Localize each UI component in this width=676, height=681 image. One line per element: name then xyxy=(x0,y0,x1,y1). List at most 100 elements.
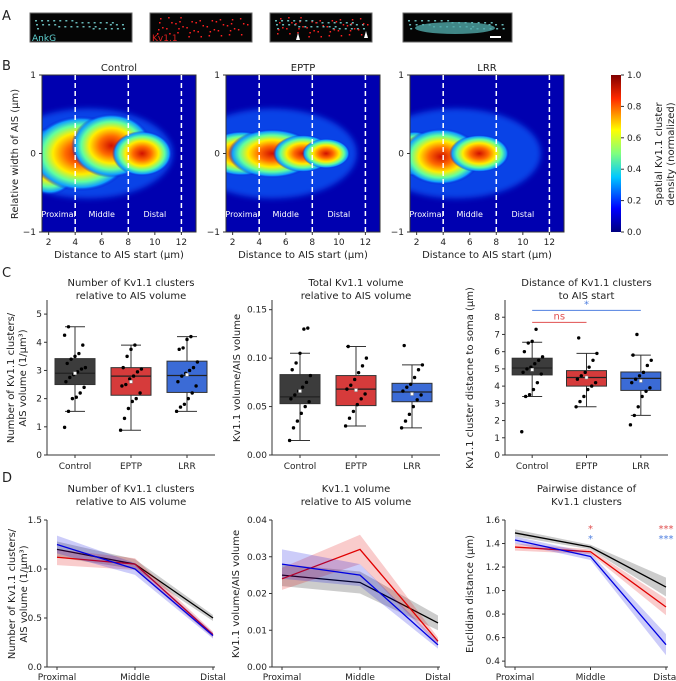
y-tick-label: 3 xyxy=(494,399,500,409)
significance-label: *** xyxy=(659,534,674,545)
panel-label: B xyxy=(2,59,11,74)
kv11-signal xyxy=(366,24,369,26)
kv11-signal xyxy=(157,33,159,35)
y-tick-label: 1 xyxy=(36,423,42,433)
ankg-signal xyxy=(82,26,85,28)
kv11-signal xyxy=(298,28,300,30)
y-tick-label: 1.6 xyxy=(486,516,501,526)
kv11-signal xyxy=(182,26,184,28)
y-tick-label: 0.5 xyxy=(28,614,42,624)
kv11-signal xyxy=(159,22,161,24)
data-point xyxy=(364,356,369,360)
micrograph-signal-2 xyxy=(275,17,369,38)
data-point xyxy=(186,396,190,401)
y-axis-label: Kv1.1 cluster distacne to soma (µm) xyxy=(465,287,476,469)
chart-title: Number of Kv1.1 clusters relative to AIS … xyxy=(68,278,195,302)
density-blob xyxy=(449,134,510,173)
data-point xyxy=(649,358,653,362)
kv11-signal xyxy=(315,22,317,24)
data-point xyxy=(306,326,310,330)
data-point xyxy=(631,353,635,357)
box-control xyxy=(511,327,553,458)
x-tick-label: LRR xyxy=(632,462,650,472)
kv11-signal xyxy=(278,29,280,31)
kv11-signal xyxy=(353,28,356,30)
kv11-signal xyxy=(220,35,223,37)
kv11-signal xyxy=(348,34,351,36)
data-point xyxy=(579,374,583,378)
line-control xyxy=(281,574,439,624)
data-point xyxy=(195,360,200,364)
error-band-lrr xyxy=(282,549,438,649)
kv11-signal xyxy=(286,28,288,30)
kv11-signal xyxy=(346,25,349,27)
x-tick-label: 10 xyxy=(149,238,161,248)
ankg-signal xyxy=(122,28,125,30)
ankg-signal xyxy=(111,22,114,24)
box-lrr xyxy=(620,332,662,458)
region-label: Distal xyxy=(327,210,350,219)
data-point xyxy=(525,367,529,371)
significance-label: *** xyxy=(659,524,674,535)
data-point xyxy=(291,426,296,430)
image-label: Kv1.1 xyxy=(152,34,178,44)
ankg-signal xyxy=(41,20,44,22)
data-point xyxy=(302,327,306,331)
ankg-signal xyxy=(282,24,285,26)
kv11-signal xyxy=(226,25,229,27)
kv11-signal xyxy=(282,27,284,29)
arrowhead-icon xyxy=(364,31,368,38)
data-point xyxy=(521,370,525,375)
x-tick-label: Middle xyxy=(345,673,375,681)
data-point xyxy=(178,405,183,409)
data-point xyxy=(191,365,196,370)
kv11-signal xyxy=(289,33,291,35)
panel-label: D xyxy=(2,471,12,486)
data-point xyxy=(582,394,586,399)
data-point xyxy=(407,412,412,417)
box-lrr xyxy=(166,334,208,458)
line-eptp xyxy=(281,548,439,642)
ankg-signal xyxy=(351,22,354,24)
data-point xyxy=(177,347,181,352)
ankg-signal xyxy=(42,24,45,26)
y-tick-label: 0 xyxy=(36,451,42,461)
y-tick-label: 8 xyxy=(494,313,500,323)
mean-marker xyxy=(354,388,358,392)
data-point xyxy=(82,385,86,390)
colorbar-tick-label: 0.8 xyxy=(627,102,642,112)
chart-title: Pairwise distance of Kv1.1 clusters xyxy=(537,484,637,508)
ankg-signal xyxy=(109,24,112,26)
kv11-signal xyxy=(309,32,311,34)
x-tick-label: 12 xyxy=(544,238,555,248)
kv11-signal xyxy=(188,36,190,38)
kv11-signal xyxy=(326,26,329,28)
ankg-signal xyxy=(88,26,91,28)
data-point xyxy=(120,384,124,388)
ankg-signal xyxy=(427,20,430,22)
kv11-signal xyxy=(189,32,191,34)
data-point xyxy=(539,372,543,376)
data-point xyxy=(628,423,633,427)
kv11-signal xyxy=(279,22,281,24)
kv11-signal xyxy=(351,19,354,21)
data-point xyxy=(641,370,646,375)
kv11-signal xyxy=(239,18,242,20)
x-tick-label: 4 xyxy=(256,238,262,248)
y-tick-label: 1 xyxy=(494,434,500,444)
data-point xyxy=(575,377,580,381)
scale-bar xyxy=(490,36,501,38)
mean-marker xyxy=(298,389,302,393)
y-tick-label: 5 xyxy=(36,310,42,320)
region-label: Middle xyxy=(273,210,300,219)
ankg-signal xyxy=(338,28,341,30)
y-axis-label: Kv1.1 volume/AIS volume xyxy=(232,314,243,442)
ankg-signal xyxy=(70,26,73,28)
data-point xyxy=(66,325,71,329)
x-tick-label: Distal xyxy=(200,673,226,681)
arrowhead-icon xyxy=(296,33,300,40)
ankg-signal xyxy=(421,20,424,22)
x-tick-label: EPTP xyxy=(575,462,598,472)
